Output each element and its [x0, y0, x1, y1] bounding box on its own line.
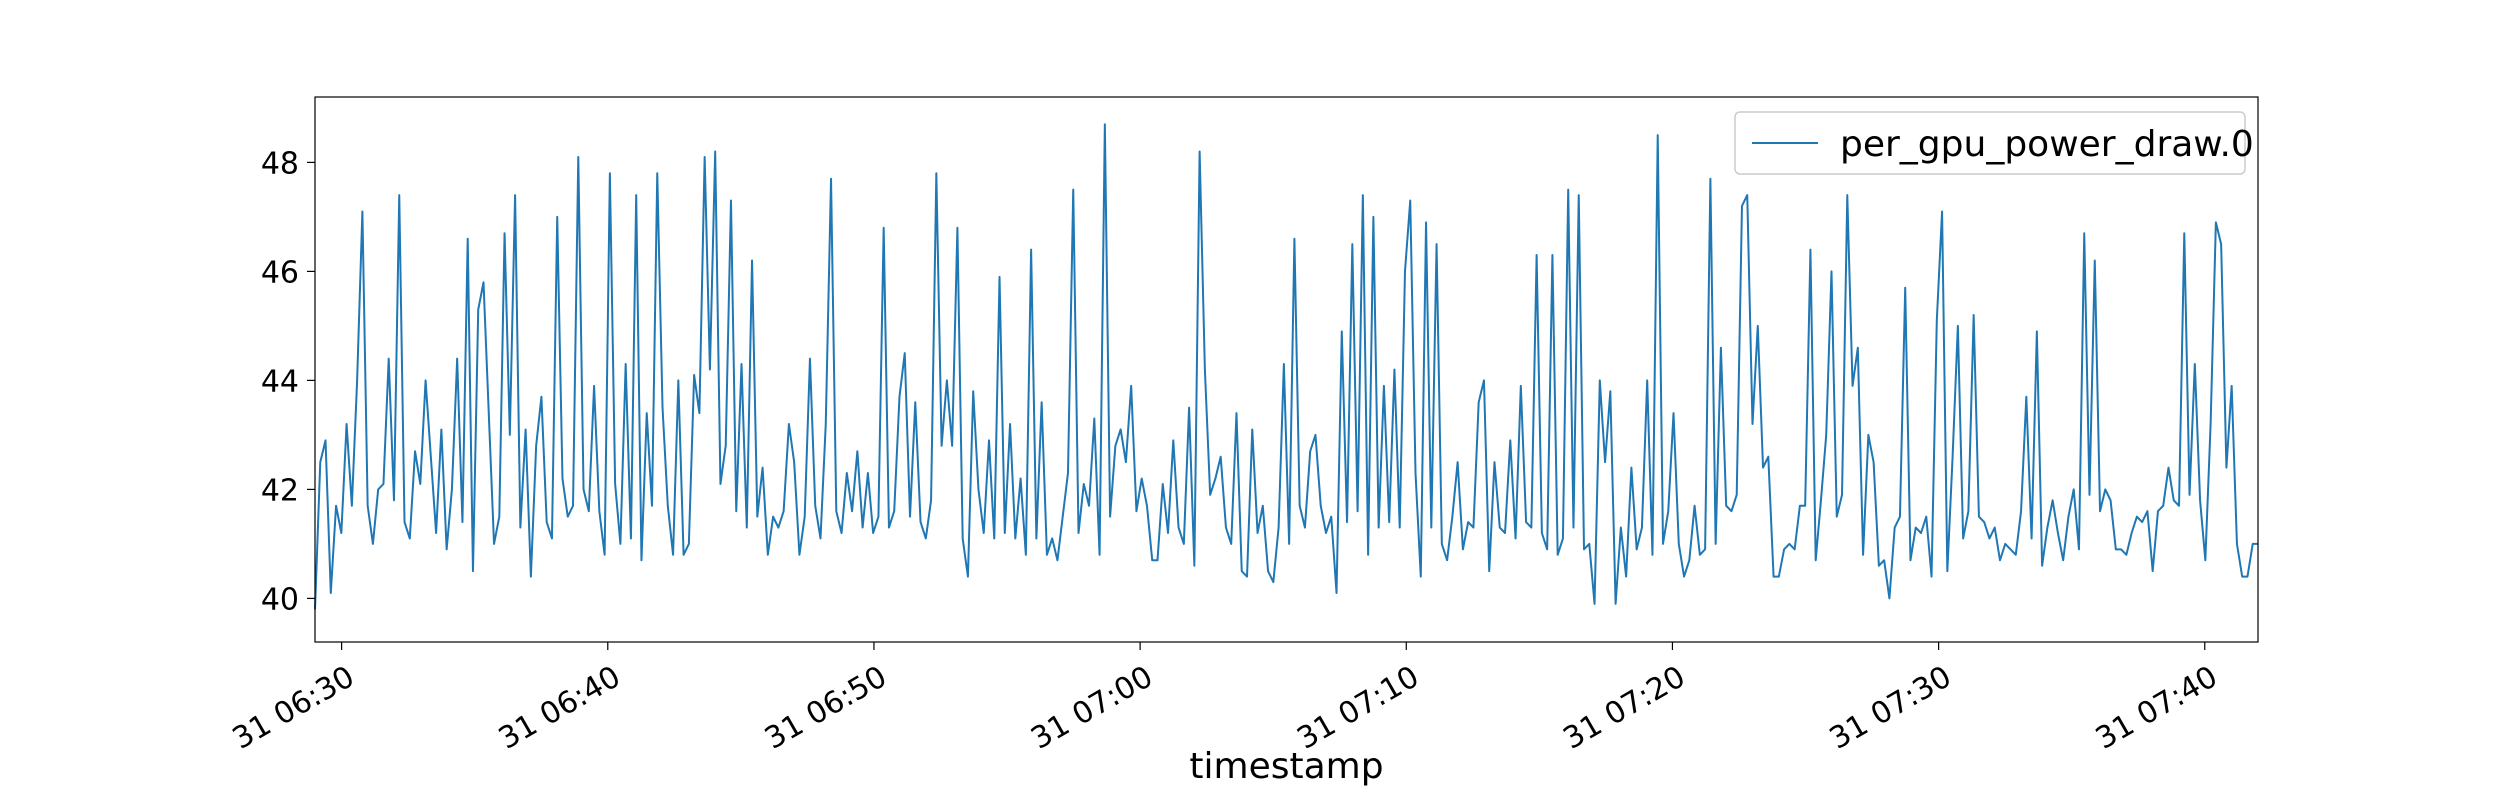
y-tick-label: 40 — [261, 582, 299, 617]
x-axis-label: timestamp — [1189, 746, 1383, 787]
x-tick-label: 31 06:30 — [227, 659, 361, 756]
y-axis: 40 42 44 46 48 — [261, 146, 315, 617]
y-tick-label: 42 — [261, 473, 299, 508]
y-tick-label: 48 — [261, 146, 299, 181]
x-tick-label: 31 07:30 — [1824, 659, 1958, 756]
x-axis: 31 06:30 31 06:40 31 06:50 31 07:00 31 07:10… — [227, 642, 2224, 757]
x-tick-label: 31 06:40 — [493, 659, 627, 756]
x-tick-label: 31 06:50 — [759, 659, 893, 756]
series-line-0 — [315, 124, 2258, 609]
y-tick-label: 44 — [261, 364, 299, 399]
x-tick-label: 31 07:40 — [2090, 659, 2224, 756]
x-tick-label: 31 07:00 — [1025, 659, 1159, 756]
plot-area — [315, 124, 2258, 609]
x-tick-label: 31 07:20 — [1558, 659, 1692, 756]
legend-label: per_gpu_power_draw.0 — [1840, 124, 2254, 165]
x-tick-label: 31 07:10 — [1291, 659, 1425, 756]
legend: per_gpu_power_draw.0 — [1735, 112, 2254, 174]
y-tick-label: 46 — [261, 255, 299, 290]
